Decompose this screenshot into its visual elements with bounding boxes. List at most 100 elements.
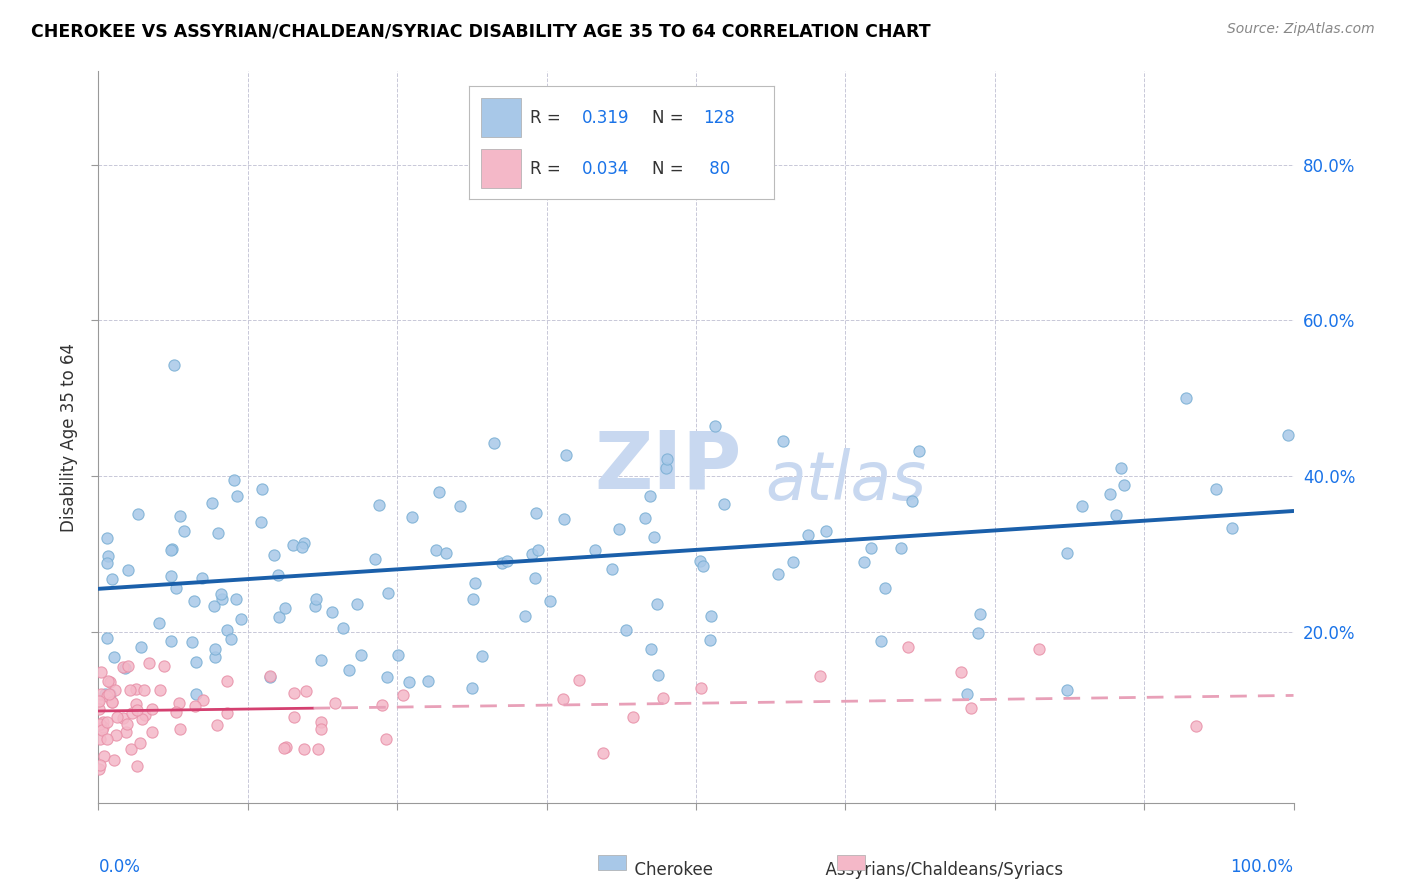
Point — [283, 710, 305, 724]
Point — [654, 461, 676, 475]
Point — [269, 609, 291, 624]
Point — [97, 549, 120, 563]
Point — [551, 691, 574, 706]
Point — [207, 526, 229, 541]
Point — [295, 684, 318, 698]
Point — [527, 542, 550, 557]
Point — [401, 510, 423, 524]
Point — [97, 687, 120, 701]
Point — [638, 489, 661, 503]
Point — [215, 623, 238, 637]
Point — [215, 706, 238, 720]
Point — [274, 739, 297, 754]
Point — [482, 435, 505, 450]
Point — [94, 687, 117, 701]
Point — [1098, 487, 1121, 501]
Point — [125, 681, 148, 696]
Point — [309, 723, 332, 737]
Point — [127, 507, 149, 521]
Point — [127, 759, 149, 773]
Point — [87, 693, 110, 707]
Point — [643, 531, 665, 545]
Point — [120, 682, 142, 697]
Point — [101, 572, 124, 586]
Point — [1071, 500, 1094, 514]
Point — [97, 674, 120, 689]
Point — [134, 707, 156, 722]
Point — [1056, 683, 1078, 698]
Point — [869, 634, 891, 648]
Point — [259, 670, 281, 684]
Point — [160, 542, 183, 557]
Point — [772, 434, 794, 448]
Point — [304, 599, 326, 614]
Point — [392, 688, 415, 702]
Point — [124, 697, 146, 711]
Point — [105, 729, 128, 743]
Point — [117, 659, 139, 673]
Point — [159, 543, 181, 558]
Point — [93, 749, 115, 764]
Point — [167, 697, 190, 711]
Point — [1277, 427, 1299, 442]
Point — [115, 725, 138, 739]
Point — [91, 723, 114, 737]
Point — [169, 509, 191, 524]
Point — [160, 569, 183, 583]
Point — [607, 522, 630, 536]
Point — [491, 556, 513, 570]
Point — [1205, 482, 1227, 496]
Point — [690, 681, 713, 696]
Point — [163, 358, 186, 372]
Point — [332, 621, 354, 635]
Point — [524, 506, 547, 520]
Point — [138, 656, 160, 670]
Point — [96, 714, 118, 729]
Point — [1184, 719, 1206, 733]
Point — [204, 650, 226, 665]
Point — [387, 648, 409, 662]
Point — [89, 732, 111, 747]
Point — [471, 649, 494, 664]
Point — [89, 758, 111, 772]
Point — [645, 597, 668, 611]
Point — [655, 452, 678, 467]
Point — [375, 670, 398, 684]
Point — [87, 762, 110, 776]
Point — [96, 732, 118, 747]
Point — [292, 535, 315, 549]
Point — [148, 616, 170, 631]
Point — [555, 448, 578, 462]
Point — [323, 696, 346, 710]
Point — [363, 552, 385, 566]
Text: Assyrians/Chaldeans/Syriacs: Assyrians/Chaldeans/Syriacs — [815, 862, 1063, 880]
Point — [165, 705, 187, 719]
Point — [1056, 545, 1078, 559]
Point — [959, 700, 981, 714]
Point — [852, 555, 875, 569]
Point — [115, 716, 138, 731]
Point — [713, 497, 735, 511]
Point — [211, 591, 233, 606]
Point — [207, 717, 229, 731]
Point — [370, 698, 392, 712]
Point — [309, 653, 332, 667]
Point — [219, 632, 242, 646]
Point — [100, 675, 122, 690]
Point — [425, 543, 447, 558]
Point — [267, 568, 290, 582]
Point — [215, 674, 238, 689]
Point — [350, 648, 373, 662]
Point — [583, 543, 606, 558]
Point — [515, 609, 537, 624]
Text: 0.0%: 0.0% — [98, 858, 141, 876]
Point — [183, 594, 205, 608]
Point — [132, 682, 155, 697]
Point — [689, 554, 711, 568]
Point — [808, 669, 831, 683]
Point — [111, 660, 134, 674]
Point — [346, 597, 368, 611]
Point — [592, 746, 614, 760]
Point — [204, 641, 226, 656]
Point — [225, 592, 247, 607]
